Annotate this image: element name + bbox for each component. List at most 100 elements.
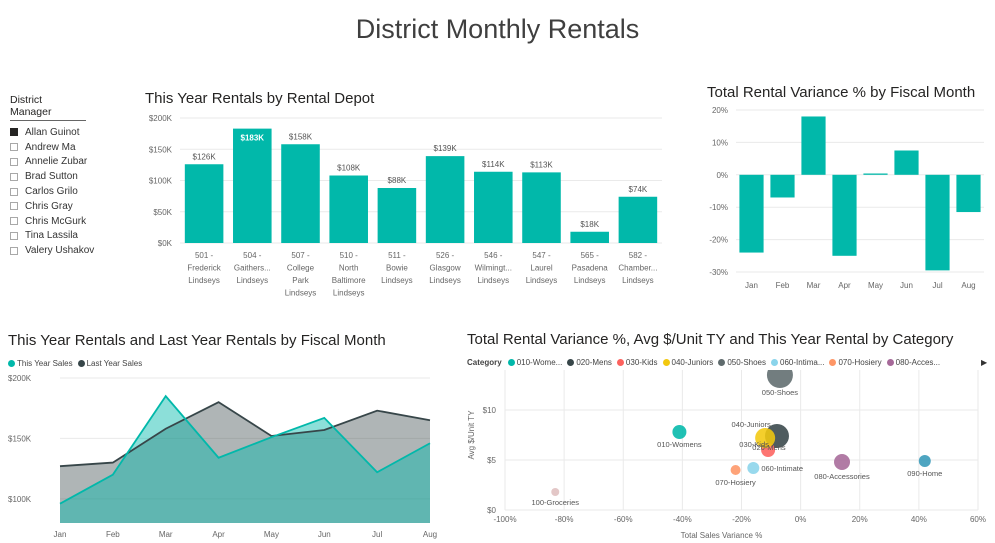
legend-entry[interactable]: 030-Kids: [616, 358, 658, 367]
x-tick-label: Mar: [807, 281, 821, 290]
point-label: 050-Shoes: [762, 388, 799, 397]
x-tick-label: Feb: [776, 281, 790, 290]
area-fill: [60, 396, 430, 523]
monthly-chart-title: This Year Rentals and Last Year Rentals …: [8, 332, 386, 349]
legend-entry[interactable]: 060-Intima...: [771, 358, 824, 367]
bar[interactable]: [863, 173, 888, 175]
bar[interactable]: [522, 172, 561, 243]
slicer-item[interactable]: Valery Ushakov: [10, 243, 130, 258]
bar[interactable]: [770, 174, 795, 198]
bar[interactable]: [739, 174, 764, 253]
bar[interactable]: [801, 116, 826, 175]
legend-marker: [507, 359, 515, 366]
legend-entry[interactable]: 020-Mens: [567, 358, 612, 367]
x-axis-label: Total Sales Variance %: [681, 531, 763, 540]
scatter-point[interactable]: [551, 488, 560, 496]
x-tick-label: Jan: [54, 530, 67, 539]
checkbox[interactable]: [10, 246, 18, 255]
checkbox[interactable]: [10, 202, 18, 211]
scatter-point[interactable]: [747, 462, 760, 474]
bar[interactable]: [474, 171, 513, 243]
district-manager-slicer[interactable]: District Manager Allan Guinot Andrew Ma An…: [10, 94, 130, 258]
y-tick-label: -30%: [709, 268, 728, 277]
x-tick-label: Jun: [900, 281, 913, 290]
x-tick-label: Chamber...: [618, 264, 657, 273]
x-tick-label: Aug: [961, 281, 975, 290]
legend-entry[interactable]: 080-Acces...: [886, 358, 941, 367]
checkbox[interactable]: [10, 143, 18, 152]
legend-label: 030-Kids: [625, 358, 658, 367]
scatter-point[interactable]: [918, 455, 931, 467]
x-tick-label: 510 -: [340, 251, 359, 260]
data-label: $18K: [580, 220, 599, 229]
y-tick-label: 0%: [716, 171, 728, 180]
scatter-point[interactable]: [834, 454, 851, 470]
bar[interactable]: [894, 150, 919, 175]
legend-label: 080-Acces...: [895, 358, 941, 367]
x-tick-label: 0%: [795, 515, 807, 524]
bar[interactable]: [618, 196, 658, 243]
bar[interactable]: [281, 144, 320, 243]
slicer-item[interactable]: Brad Sutton: [10, 169, 130, 184]
scatter-point[interactable]: [730, 465, 741, 475]
y-tick-label: $0K: [158, 239, 173, 248]
legend-marker: [662, 359, 670, 366]
bar[interactable]: [925, 174, 950, 271]
legend-marker: [8, 360, 15, 367]
legend-entry[interactable]: 010-Wome...: [507, 358, 562, 367]
legend-label: 020-Mens: [576, 358, 612, 367]
x-tick-label: 504 -: [243, 251, 262, 260]
checkbox[interactable]: [10, 217, 18, 226]
legend-label: 070-Hosiery: [838, 358, 882, 367]
x-tick-label: Lindseys: [574, 276, 606, 285]
scatter-point[interactable]: [755, 428, 776, 448]
bar[interactable]: [425, 156, 465, 243]
legend-entry[interactable]: 040-Juniors: [662, 358, 713, 367]
x-tick-label: Lindseys: [381, 276, 413, 285]
slicer-item[interactable]: Chris McGurk: [10, 214, 130, 229]
monthly-area-chart: $100K $150K $200K Jan Feb Mar Apr May Jun Jul Aug: [8, 374, 437, 539]
category-legend: Category 010-Wome... 020-Mens 030-Kids 040-…: [467, 358, 987, 367]
variance-chart-title: Total Rental Variance % by Fiscal Month: [707, 84, 976, 101]
series-line[interactable]: [59, 401, 431, 468]
y-axis-label: Avg $/Unit TY: [467, 410, 476, 460]
scatter-point[interactable]: [672, 425, 687, 439]
bar[interactable]: [329, 175, 368, 244]
legend-entry[interactable]: 070-Hosiery: [829, 358, 882, 367]
x-tick-label: 526 -: [436, 251, 455, 260]
legend-entry[interactable]: This Year Sales: [8, 359, 73, 368]
checkbox[interactable]: [10, 157, 18, 166]
slicer-item[interactable]: Andrew Ma: [10, 140, 130, 155]
series-line[interactable]: [59, 394, 431, 505]
bar[interactable]: [956, 174, 981, 213]
y-tick-label: $5: [487, 456, 496, 465]
scatter-point[interactable]: [766, 368, 793, 388]
bar[interactable]: [184, 164, 224, 243]
legend-entry[interactable]: 050-Shoes: [718, 358, 766, 367]
bar[interactable]: [570, 231, 609, 243]
slicer-item[interactable]: Allan Guinot: [10, 125, 130, 140]
data-label: $139K: [434, 144, 458, 153]
bar[interactable]: [832, 174, 857, 256]
slicer-item[interactable]: Tina Lassila: [10, 229, 130, 244]
slicer-item[interactable]: Annelie Zubar: [10, 155, 130, 170]
legend-entry[interactable]: Last Year Sales: [77, 359, 143, 368]
point-label: 060-Intimate: [761, 464, 803, 473]
bar[interactable]: [233, 128, 272, 243]
x-tick-label: Jul: [372, 530, 382, 539]
x-tick-label: Jun: [318, 530, 331, 539]
checkbox[interactable]: [10, 231, 18, 240]
checkbox[interactable]: [10, 172, 18, 181]
checkbox[interactable]: [10, 128, 18, 137]
checkbox[interactable]: [10, 187, 18, 196]
slicer-item[interactable]: Chris Gray: [10, 199, 130, 214]
legend-label: 050-Shoes: [727, 358, 767, 367]
slicer-item-label: Brad Sutton: [25, 171, 78, 183]
slicer-item-label: Annelie Zubar: [25, 156, 88, 168]
y-tick-label: $150K: [149, 145, 173, 154]
x-tick-label: -40%: [673, 515, 692, 524]
slicer-item[interactable]: Carlos Grilo: [10, 184, 130, 199]
legend-scroll-right-icon[interactable]: ▶: [981, 358, 988, 367]
bar[interactable]: [377, 188, 417, 243]
legend-label: Last Year Sales: [86, 359, 143, 368]
